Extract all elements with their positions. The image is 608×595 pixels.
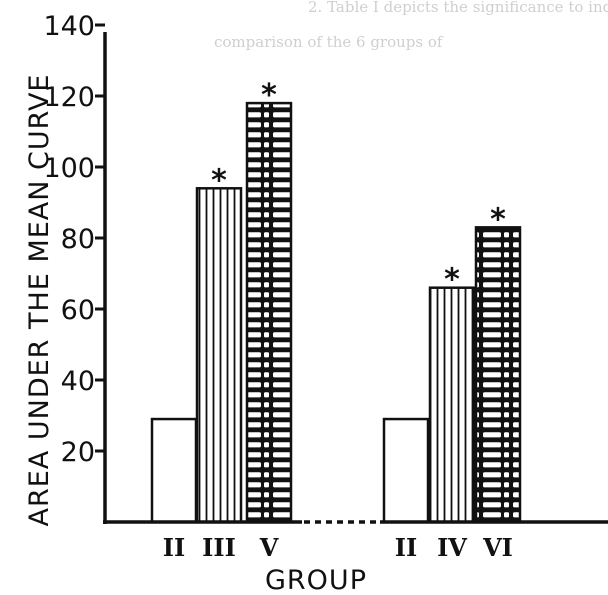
- significance-star: *: [490, 202, 506, 237]
- bar-group-ii-panel-2: [382, 417, 430, 524]
- x-axis-title: GROUP: [265, 565, 367, 595]
- bar-group-v-panel-1: [245, 101, 293, 524]
- category-label-vi: VI: [482, 533, 513, 562]
- significance-star: *: [211, 163, 227, 198]
- y-axis-title: AREA UNDER THE MEAN CURVE: [24, 74, 55, 527]
- y-tick-label: 60: [61, 295, 95, 326]
- bar-group-ii-panel-1: [150, 417, 198, 524]
- category-label-iv: IV: [437, 533, 467, 562]
- bar-group-iii-panel-1: [195, 187, 243, 524]
- y-tick-label: 100: [43, 153, 95, 184]
- y-tick-label: 120: [43, 82, 95, 113]
- bar-group-iv-panel-2: [428, 286, 476, 524]
- bleed-through-text-1: 2. Table I depicts the significance to i…: [308, 0, 608, 16]
- significance-star: *: [261, 78, 277, 113]
- category-label-v: V: [259, 533, 279, 562]
- bars-layer: * * * *: [150, 78, 522, 524]
- category-label-iii: III: [202, 533, 236, 562]
- category-labels: II III V II IV VI: [163, 533, 513, 562]
- y-ticks: 20 40 60 80 100 120 140: [43, 11, 105, 468]
- y-tick-label: 20: [61, 437, 95, 468]
- significance-star: *: [444, 263, 460, 298]
- category-label-ii: II: [395, 533, 417, 562]
- y-tick-label: 80: [61, 224, 95, 255]
- category-label-ii: II: [163, 533, 185, 562]
- bleed-through-text-2: comparison of the 6 groups of: [214, 33, 444, 51]
- bar-group-vi-panel-2: [474, 226, 522, 524]
- y-tick-label: 40: [61, 366, 95, 397]
- y-tick-label: 140: [43, 11, 95, 42]
